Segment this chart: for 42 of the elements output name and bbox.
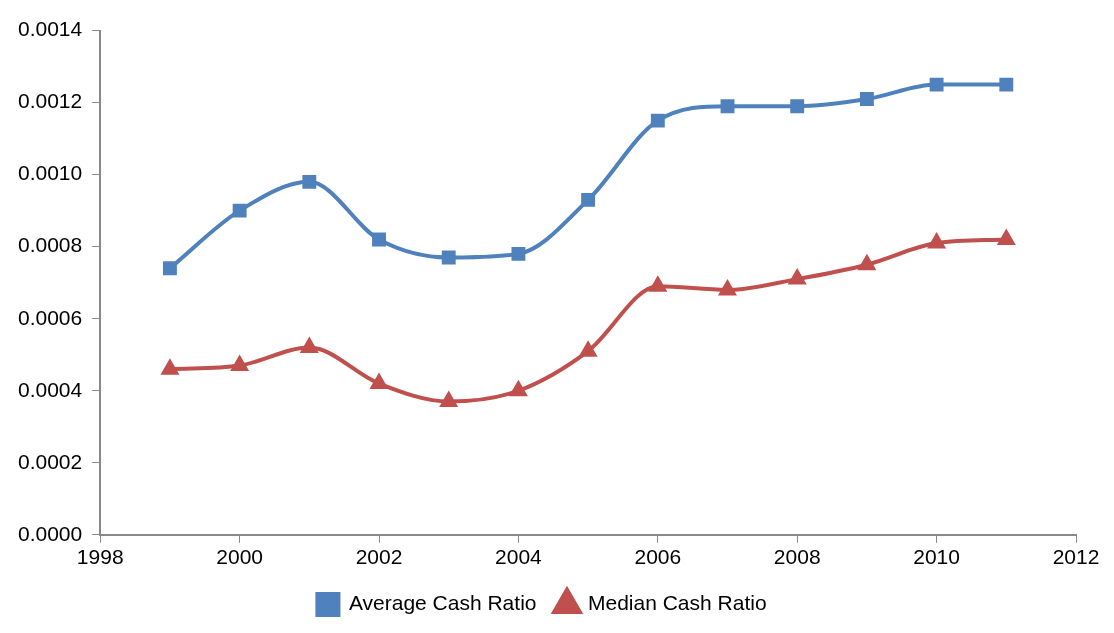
x-tick-label: 2010 — [913, 545, 960, 569]
point — [300, 336, 319, 354]
point — [790, 99, 805, 114]
x-tick-label: 2000 — [216, 545, 263, 569]
point — [302, 174, 317, 189]
legend-label: Average Cash Ratio — [348, 591, 537, 615]
point — [929, 77, 944, 92]
y-tick-label: 0.0010 — [18, 161, 83, 185]
point — [650, 113, 665, 128]
point — [859, 92, 874, 106]
point — [511, 246, 526, 261]
point — [162, 261, 177, 276]
y-tick-label: 0.0002 — [18, 449, 83, 473]
x-tick-label: 2008 — [773, 545, 821, 569]
point — [509, 379, 528, 397]
y-tick-label: 0.0004 — [18, 377, 83, 401]
y-tick-label: 0.0006 — [18, 305, 83, 329]
point — [230, 354, 249, 372]
x-tick-label: 2002 — [355, 545, 403, 569]
point — [928, 234, 945, 249]
point — [999, 77, 1014, 92]
point — [369, 372, 388, 390]
point — [719, 280, 736, 296]
point — [789, 270, 806, 285]
point — [372, 232, 386, 247]
point — [161, 360, 178, 375]
y-tick-label: 0.0000 — [18, 521, 83, 545]
point — [720, 99, 735, 114]
x-tick-label: 2006 — [634, 545, 682, 569]
y-tick-label: 0.0012 — [18, 89, 83, 113]
x-tick-label: 2012 — [1052, 545, 1100, 569]
point — [441, 250, 456, 265]
y-tick-label: 0.0008 — [18, 233, 83, 257]
y-tick-label: 0.0014 — [18, 17, 83, 41]
point — [580, 342, 597, 357]
point — [232, 203, 247, 218]
point — [649, 277, 666, 292]
point — [998, 230, 1015, 245]
x-tick-label: 1998 — [76, 545, 124, 569]
legend-label: Median Cash Ratio — [587, 591, 767, 615]
point — [581, 192, 596, 207]
x-tick-label: 2004 — [495, 545, 543, 569]
